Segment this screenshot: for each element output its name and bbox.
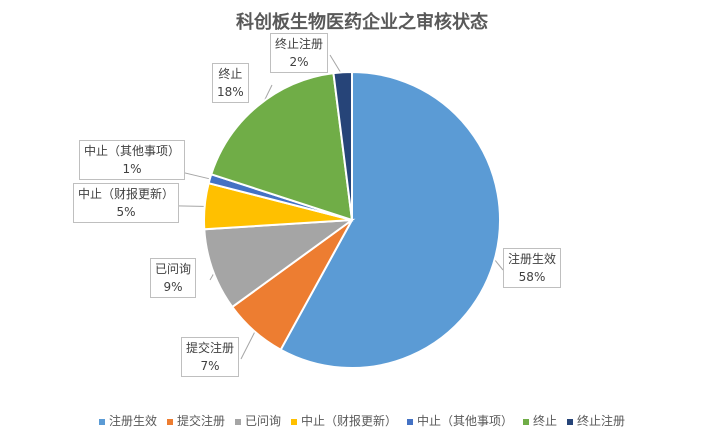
data-label: 终止注册 2% xyxy=(270,33,329,73)
legend-swatch xyxy=(234,418,241,425)
legend-swatch xyxy=(166,418,173,425)
data-label-category: 终止 xyxy=(218,67,243,81)
legend-swatch xyxy=(98,418,105,425)
legend-swatch xyxy=(407,418,413,425)
legend-item: 终止注册 xyxy=(567,412,625,429)
data-label: 提交注册 7% xyxy=(181,337,240,377)
legend-label: 注册生效 xyxy=(108,414,157,428)
legend-label: 提交注册 xyxy=(176,414,225,428)
legend: 注册生效 提交注册 已问询 中止（财报更新） 中止（其他事项） 终止 终止注册 xyxy=(0,412,724,429)
chart-title: 科创板生物医药企业之审核状态 xyxy=(236,12,488,33)
data-label-category: 注册生效 xyxy=(508,252,557,266)
legend-item: 注册生效 xyxy=(98,412,157,429)
data-label: 终止 18% xyxy=(212,63,249,103)
legend-item: 中止（财报更新） xyxy=(290,412,397,429)
data-label: 已问询 9% xyxy=(150,258,197,298)
legend-label: 已问询 xyxy=(244,414,281,428)
leader-line xyxy=(240,327,258,360)
data-label-category: 已问询 xyxy=(155,262,192,276)
legend-item: 终止 xyxy=(523,412,557,429)
data-label-category: 中止（其他事项） xyxy=(84,144,181,158)
data-label-value: 2% xyxy=(289,55,309,69)
data-label-category: 终止注册 xyxy=(275,37,324,51)
legend-swatch xyxy=(523,418,530,425)
legend-item: 已问询 xyxy=(234,412,281,429)
data-label-value: 58% xyxy=(518,270,546,284)
data-label: 注册生效 58% xyxy=(503,248,562,288)
legend-label: 终止 xyxy=(533,414,558,428)
legend-swatch xyxy=(567,418,574,425)
data-label-value: 5% xyxy=(116,205,136,219)
legend-item: 中止（其他事项） xyxy=(407,412,513,429)
data-label: 中止（其他事项） 1% xyxy=(79,140,186,180)
pie-slice xyxy=(209,72,354,222)
pie-slice xyxy=(332,70,353,221)
legend-label: 中止（财报更新） xyxy=(300,414,397,428)
pie-slice xyxy=(203,218,356,309)
data-label-value: 9% xyxy=(163,280,183,294)
legend-swatch xyxy=(290,418,297,425)
data-label-value: 1% xyxy=(122,162,142,176)
data-label-value: 7% xyxy=(200,359,220,373)
data-label: 中止（财报更新） 5% xyxy=(73,183,180,223)
data-label-category: 中止（财报更新） xyxy=(78,187,175,201)
legend-label: 终止注册 xyxy=(577,414,626,428)
legend-label: 中止（其他事项） xyxy=(417,414,514,428)
data-label-category: 提交注册 xyxy=(186,341,235,355)
pie-slice xyxy=(279,70,501,369)
legend-item: 提交注册 xyxy=(166,412,225,429)
data-label-value: 18% xyxy=(217,85,244,99)
